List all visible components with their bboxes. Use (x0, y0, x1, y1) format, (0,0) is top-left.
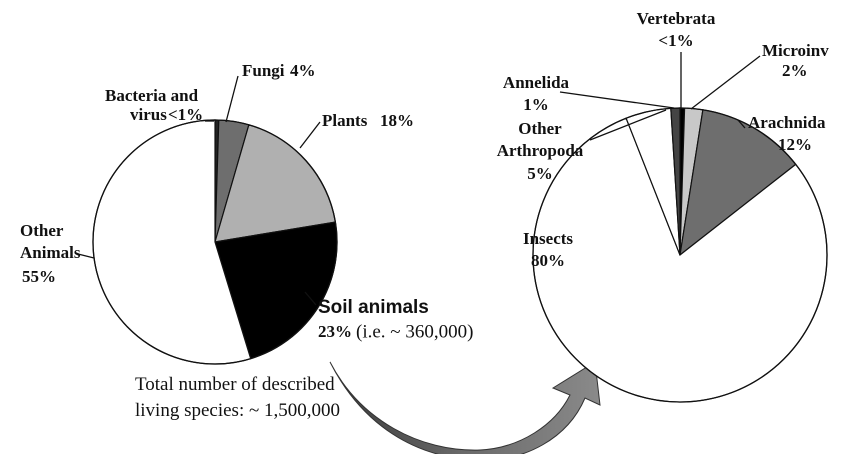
value-label: 80% (531, 251, 565, 270)
slice-label: Vertebrata (637, 9, 716, 28)
slice-label: Plants (322, 111, 368, 130)
value-label: 12% (778, 135, 812, 154)
value-label: 5% (527, 164, 553, 183)
value-label: 2% (782, 61, 808, 80)
slice-label: Soil animals (318, 297, 429, 318)
slice-label: Microinv (762, 41, 829, 60)
annotation: (i.e. ~ 360,000) (356, 321, 473, 342)
slice-label: Insects (523, 229, 573, 248)
pie-outline (532, 107, 828, 403)
value-label: 55% (22, 267, 56, 286)
slice-label: Other Arthropoda (497, 119, 584, 160)
value-label: 18% (380, 111, 414, 130)
value-label: 23% (318, 322, 352, 341)
leader-line (304, 291, 317, 306)
leader-line (589, 109, 667, 141)
annotation: Total number of described living species:… (135, 374, 340, 421)
leader-line (299, 121, 321, 149)
leader-line (77, 253, 95, 259)
slice-label: Other Animals (20, 221, 81, 262)
slice-label: Bacteria and virus (105, 86, 199, 124)
value-label: 1% (523, 95, 549, 114)
leader-line (737, 119, 746, 129)
slice-label: Fungi (242, 61, 285, 80)
arrow (329, 361, 601, 454)
slice-label: Annelida (503, 73, 570, 92)
leader-line (225, 75, 239, 123)
value-label: <1% (168, 105, 203, 124)
slice-label: Arachnida (748, 113, 826, 132)
value-label: <1% (658, 31, 693, 50)
value-label: 4% (290, 61, 316, 80)
leader-line (559, 91, 675, 109)
pie-outline (92, 119, 338, 365)
leader-line (690, 55, 761, 110)
